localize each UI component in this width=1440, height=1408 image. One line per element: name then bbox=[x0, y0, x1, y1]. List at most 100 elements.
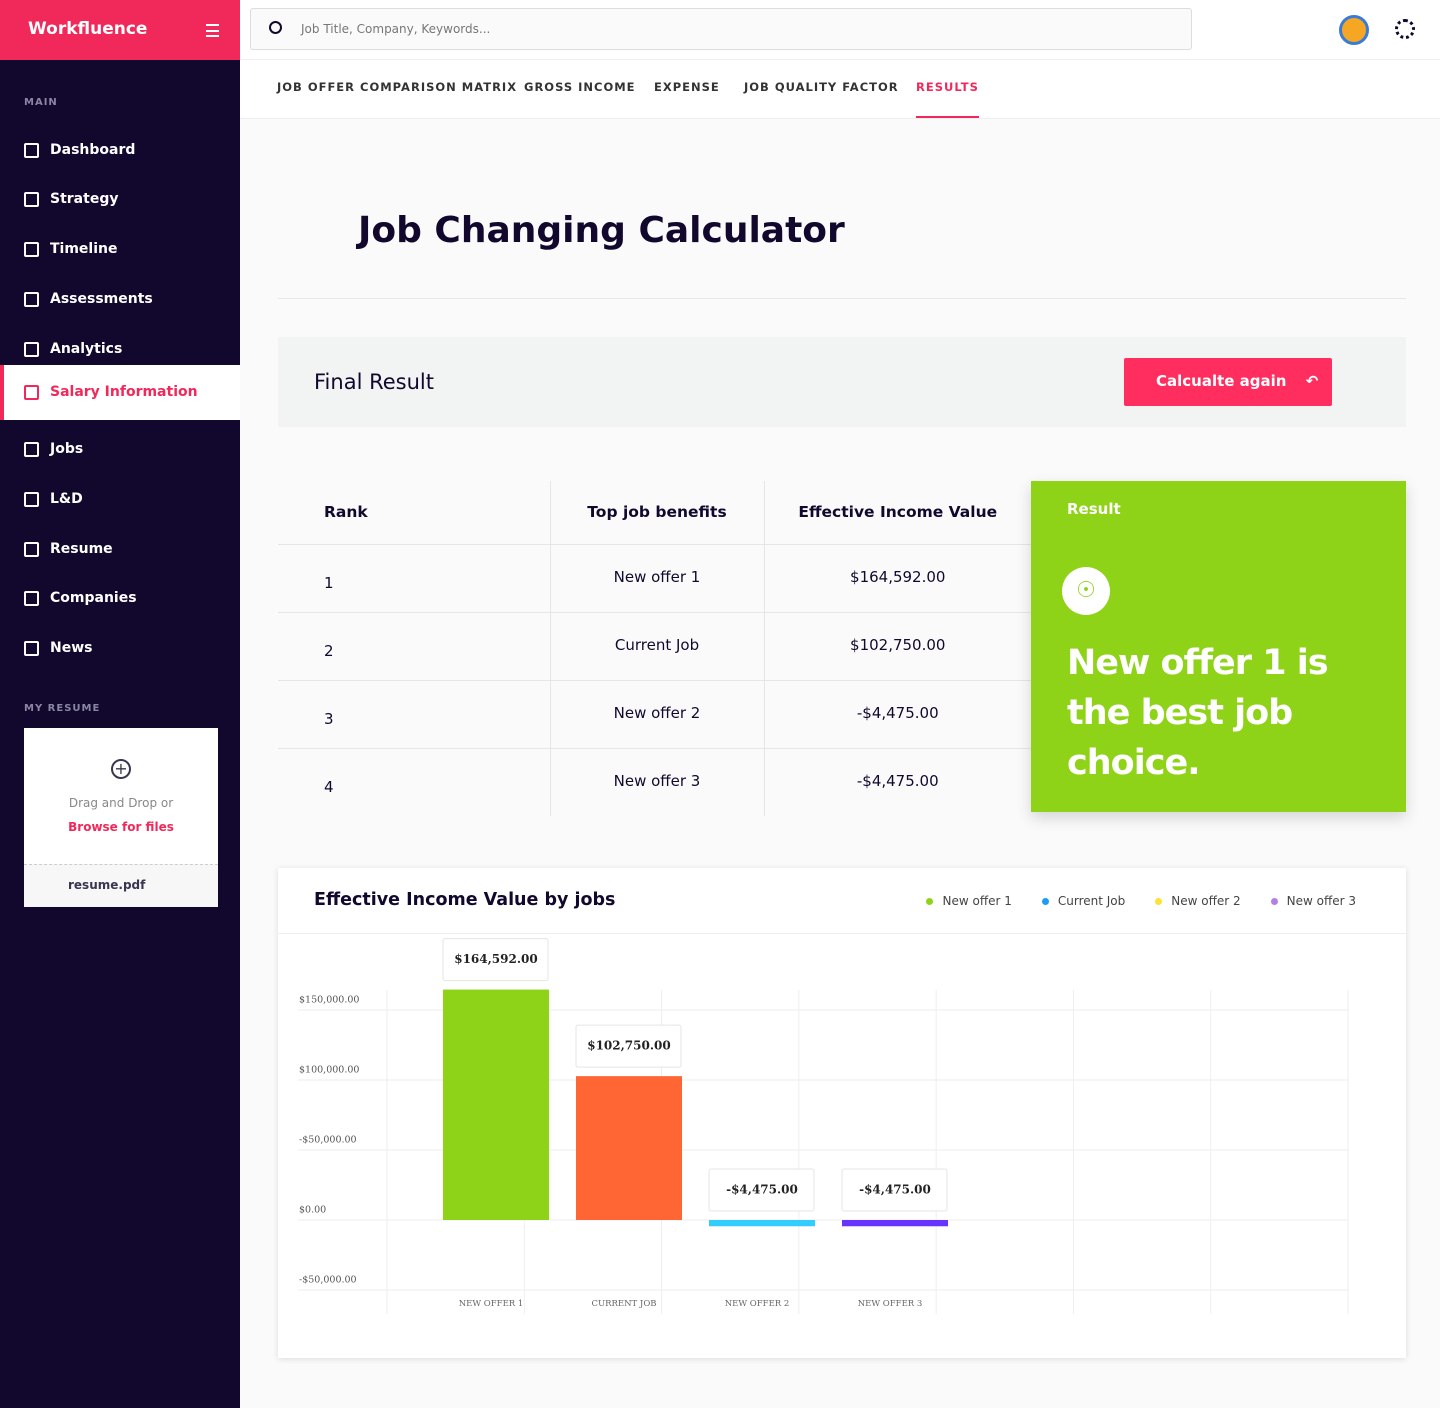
menu-item[interactable]: L&D bbox=[0, 475, 240, 525]
tab[interactable]: RESULTS bbox=[916, 80, 979, 118]
menu-label: Jobs bbox=[50, 441, 84, 457]
table-cell: -$4,475.00 bbox=[763, 679, 1031, 748]
menu-item[interactable]: Strategy bbox=[0, 175, 240, 225]
legend-item: New offer 2 bbox=[1155, 894, 1241, 908]
menu-item[interactable]: Companies bbox=[0, 574, 240, 624]
legend-label: New offer 1 bbox=[942, 894, 1012, 908]
section-title: Final Result bbox=[314, 370, 434, 394]
table-cell: -$4,475.00 bbox=[763, 747, 1031, 816]
menu-item[interactable]: Analytics bbox=[0, 325, 240, 375]
tab[interactable]: EXPENSE bbox=[654, 80, 720, 94]
table-row: 1 New offer 1 $164,592.00 bbox=[278, 543, 1031, 612]
table-cell: 1 bbox=[278, 543, 550, 612]
x-tick-label: NEW OFFER 2 bbox=[725, 1299, 790, 1309]
legend-swatch bbox=[1155, 898, 1163, 905]
page-title: Job Changing Calculator bbox=[358, 210, 845, 251]
brand[interactable]: Workfluence bbox=[0, 0, 240, 60]
browse-link[interactable]: Browse for files bbox=[68, 820, 174, 834]
legend-item: Current Job bbox=[1041, 894, 1126, 908]
menu-icon bbox=[24, 442, 39, 457]
menu-icon bbox=[24, 292, 39, 307]
bar bbox=[842, 1220, 948, 1227]
avatar[interactable] bbox=[1339, 15, 1369, 45]
table-cell: New offer 2 bbox=[549, 679, 764, 748]
y-tick-label: $150,000.00 bbox=[299, 995, 359, 1006]
menu-icon bbox=[24, 342, 39, 357]
legend-swatch bbox=[926, 898, 934, 905]
button-label: Calcualte again bbox=[1156, 372, 1287, 390]
menu-label: Resume bbox=[50, 541, 113, 557]
value-label: -$4,475.00 bbox=[726, 1183, 798, 1197]
value-label-box bbox=[575, 1024, 682, 1068]
table-cell: $164,592.00 bbox=[763, 543, 1031, 612]
menu-item[interactable]: News bbox=[0, 624, 240, 674]
menu-item[interactable]: Dashboard bbox=[0, 126, 240, 176]
table-cell: Current Job bbox=[549, 611, 764, 680]
divider bbox=[278, 298, 1406, 299]
legend-swatch bbox=[1041, 898, 1049, 905]
bar bbox=[709, 1220, 815, 1227]
search-input[interactable]: Job Title, Company, Keywords... bbox=[250, 8, 1192, 50]
upload-text: Drag and Drop or bbox=[68, 796, 174, 810]
legend-item: New offer 1 bbox=[926, 894, 1012, 908]
result-table: Rank Top job benefits Effective Income Val… bbox=[278, 481, 1031, 816]
chart-card: Effective Income Value by jobs New offer… bbox=[278, 868, 1406, 1358]
table-row: 2 Current Job $102,750.00 bbox=[278, 611, 1031, 680]
menu-item[interactable]: Jobs bbox=[0, 425, 240, 475]
legend-label: Current Job bbox=[1057, 894, 1126, 908]
result-box: Result ☉ New offer 1 is the best job cho… bbox=[1031, 481, 1406, 812]
header-row: Rank Top job benefits Effective Income Val… bbox=[278, 481, 1031, 544]
menu-label: Salary Information bbox=[50, 384, 198, 400]
upload-box[interactable]: + Drag and Drop or Browse for files resu… bbox=[24, 728, 218, 907]
tab[interactable]: GROSS INCOME bbox=[524, 80, 636, 94]
table-cell: 4 bbox=[278, 747, 550, 816]
y-tick-label: -$50,000.00 bbox=[299, 1275, 357, 1286]
y-tick-label: $0.00 bbox=[299, 1205, 326, 1216]
legend-swatch bbox=[1270, 898, 1278, 905]
table-row: 3 New offer 2 -$4,475.00 bbox=[278, 679, 1031, 748]
file-name[interactable]: resume.pdf bbox=[24, 864, 218, 907]
tab[interactable]: JOB QUALITY FACTOR bbox=[744, 80, 899, 94]
chart-title: Effective Income Value by jobs bbox=[314, 890, 616, 910]
menu-toggle[interactable] bbox=[206, 24, 219, 37]
y-tick-label: -$50,000.00 bbox=[299, 1135, 357, 1146]
menu-icon bbox=[24, 143, 39, 158]
table-cell: New offer 3 bbox=[549, 747, 764, 816]
placeholder: Job Title, Company, Keywords... bbox=[301, 22, 491, 36]
value-label-box bbox=[708, 1168, 815, 1212]
table-row: 4 New offer 3 -$4,475.00 bbox=[278, 747, 1031, 816]
bulb-icon: ☉ bbox=[1062, 567, 1110, 615]
menu-icon bbox=[24, 385, 39, 400]
value-label-box bbox=[841, 1168, 948, 1212]
recalculate-button[interactable]: Calcualte again ↶ bbox=[1124, 358, 1332, 406]
result-message: New offer 1 is the best job choice. bbox=[1067, 643, 1329, 783]
value-label: $102,750.00 bbox=[587, 1039, 671, 1053]
menu-icon bbox=[24, 591, 39, 606]
column-header: Rank bbox=[324, 503, 368, 522]
tabs: JOB OFFER COMPARISON MATRIX GROSS INCOME E… bbox=[240, 60, 1440, 119]
result-label: Result bbox=[1067, 500, 1121, 518]
table-cell: $102,750.00 bbox=[763, 611, 1031, 680]
menu-item[interactable]: Salary Information bbox=[0, 365, 240, 420]
section-label: MAIN bbox=[24, 97, 58, 108]
tab[interactable]: JOB OFFER COMPARISON MATRIX bbox=[277, 80, 518, 94]
menu-item[interactable]: Resume bbox=[0, 525, 240, 575]
table-cell: New offer 1 bbox=[549, 543, 764, 612]
undo-icon: ↶ bbox=[1305, 372, 1319, 390]
menu-icon bbox=[24, 242, 39, 257]
menu-label: Timeline bbox=[50, 241, 118, 257]
menu-label: Dashboard bbox=[50, 142, 136, 158]
x-tick-label: NEW OFFER 3 bbox=[858, 1299, 923, 1309]
settings-icon[interactable] bbox=[1395, 19, 1415, 39]
menu-icon bbox=[24, 641, 39, 656]
section-label: MY RESUME bbox=[24, 703, 101, 714]
legend: New offer 1 Current Job New offer 2 New off… bbox=[926, 894, 1356, 908]
menu-item[interactable]: Assessments bbox=[0, 275, 240, 325]
menu-label: Companies bbox=[50, 590, 137, 606]
menu-label: Strategy bbox=[50, 191, 119, 207]
y-tick-label: $100,000.00 bbox=[299, 1065, 359, 1076]
column-header: Effective Income Value bbox=[763, 481, 1031, 544]
menu-label: L&D bbox=[50, 491, 83, 507]
menu-item[interactable]: Timeline bbox=[0, 225, 240, 275]
